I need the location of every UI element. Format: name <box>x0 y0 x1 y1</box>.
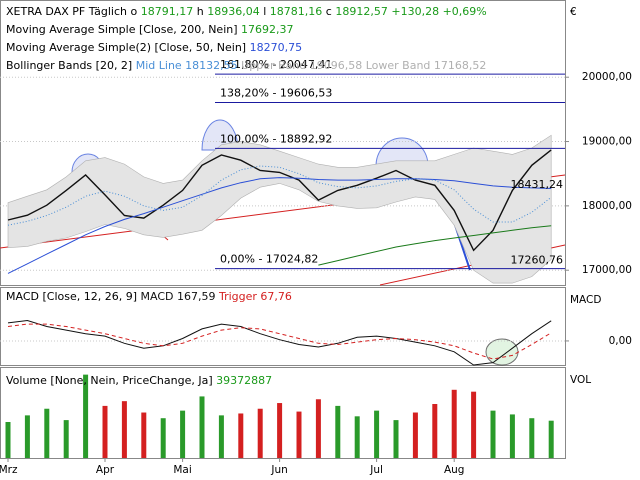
volume-bar <box>160 418 166 458</box>
series-line <box>7 165 552 226</box>
legend-entry: Volume [None, Nein, PriceChange, Ja] 393… <box>6 374 272 387</box>
volume-bar <box>490 410 496 458</box>
y-tick-label: 18000,00 <box>582 200 632 212</box>
marker-circle <box>375 137 429 167</box>
y-tick-label: 17000,00 <box>582 264 632 276</box>
legend-text: Moving Average Simple(2) [Close, 50, Nei… <box>6 41 246 54</box>
volume-bar <box>451 389 457 458</box>
volume-bar <box>412 412 418 458</box>
volume-bar <box>471 391 477 458</box>
volume-bar <box>24 415 30 458</box>
volume-bar <box>432 404 438 458</box>
legend-text: Trigger <box>218 290 257 303</box>
legend-text: Upper Band 19096,58 <box>241 59 362 72</box>
legend-text: 18781,16 <box>270 5 323 18</box>
legend-text: Täglich <box>88 5 127 18</box>
legend-text: XETRA DAX PF <box>6 5 85 18</box>
fib-label: 100,00% - 18892,92 <box>220 132 332 145</box>
fib-label: 0,00% - 17024,82 <box>220 253 318 266</box>
legend-text: 17692,37 <box>241 23 294 36</box>
legend-text: 18791,17 <box>141 5 194 18</box>
trend-label: 17260,76 <box>511 253 564 266</box>
volume-bar <box>296 411 302 458</box>
legend-text: Bollinger Bands [20, 2] <box>6 59 132 72</box>
volume-bar <box>315 399 321 458</box>
axis-unit: VOL <box>570 374 591 386</box>
volume-bar <box>83 374 89 458</box>
legend-text: l <box>263 5 266 18</box>
legend-text: o <box>131 5 138 18</box>
volume-bar <box>102 405 108 458</box>
legend-text: Volume [None, Nein, PriceChange, Ja] <box>6 374 213 387</box>
series-line <box>7 319 552 366</box>
volume-bar <box>141 412 147 458</box>
axis-unit: MACD <box>570 294 601 306</box>
price-panel <box>0 0 566 286</box>
legend-text: MACD <box>141 290 174 303</box>
legend-text: 18270,75 <box>250 41 303 54</box>
volume-bar <box>199 396 205 458</box>
trend-label: 18431,24 <box>511 178 564 191</box>
volume-bar <box>529 418 535 458</box>
legend-text: Moving Average Simple [Close, 200, Nein] <box>6 23 238 36</box>
volume-bar <box>509 414 515 458</box>
legend-text: Mid Line 18132,55 <box>136 59 238 72</box>
volume-bar <box>180 410 186 458</box>
volume-bar <box>5 422 11 458</box>
y-tick-label: 20000,00 <box>582 71 632 83</box>
legend-text: 18936,04 <box>207 5 260 18</box>
legend-text: 18912,57 <box>335 5 388 18</box>
panel-frames <box>0 0 566 459</box>
x-tick-label: Apr <box>96 464 115 476</box>
volume-bar <box>218 415 224 458</box>
x-tick-label: Mrz <box>0 464 18 476</box>
series-line <box>7 149 552 252</box>
volume-bar <box>257 408 263 458</box>
legend-entry: Moving Average Simple(2) [Close, 50, Nei… <box>6 41 302 54</box>
volume-bar <box>121 401 127 458</box>
marker-circle <box>485 338 519 366</box>
volume-bar <box>335 405 341 458</box>
legend-entry: Bollinger Bands [20, 2] Mid Line 18132,5… <box>6 59 486 72</box>
legend-text: +130,28 <box>391 5 439 18</box>
series-line <box>7 323 552 360</box>
macd-panel <box>0 287 566 366</box>
plot: €17000,00 18000,00 19000,00 20000,00 161,80%… <box>0 5 632 476</box>
fib-label: 138,20% - 19606,53 <box>220 87 332 100</box>
legend-entry: Moving Average Simple [Close, 200, Nein]… <box>6 23 294 36</box>
legend-text: 39372887 <box>216 374 272 387</box>
legend-text: MACD [Close, 12, 26, 9] <box>6 290 137 303</box>
legend-entry: XETRA DAX PF Täglich o 18791,17 h 18936,… <box>6 5 487 18</box>
x-tick-label: Mai <box>173 464 191 476</box>
y-tick-label: 19000,00 <box>582 136 632 148</box>
volume-bar <box>393 420 399 458</box>
fib-label: 161,80% - 20047,41 <box>220 58 332 71</box>
y-tick-label: 0,00 <box>609 335 632 347</box>
volume-bar <box>238 413 244 458</box>
legend-text: Lower Band 17168,52 <box>366 59 487 72</box>
legend-text: h <box>197 5 204 18</box>
legend-entry: MACD [Close, 12, 26, 9] MACD 167,59 Trig… <box>6 290 292 303</box>
volume-panel <box>0 367 566 459</box>
legend-text: 67,76 <box>260 290 292 303</box>
legend-text: c <box>326 5 332 18</box>
legend-text: 167,59 <box>177 290 216 303</box>
volume-bar <box>374 410 380 458</box>
series-line <box>318 225 552 266</box>
legend-text: +0,69% <box>443 5 487 18</box>
x-tick-label: Jul <box>369 464 383 476</box>
axis-unit: € <box>570 6 577 18</box>
volume-bar <box>548 420 554 458</box>
x-tick-label: Jun <box>270 464 287 476</box>
x-tick-label: Aug <box>444 464 465 476</box>
volume-bar <box>44 408 50 458</box>
bollinger-band <box>7 134 552 284</box>
volume-bar <box>354 416 360 458</box>
series-line <box>7 177 552 274</box>
volume-bar <box>277 403 283 458</box>
volume-bar <box>63 420 69 458</box>
